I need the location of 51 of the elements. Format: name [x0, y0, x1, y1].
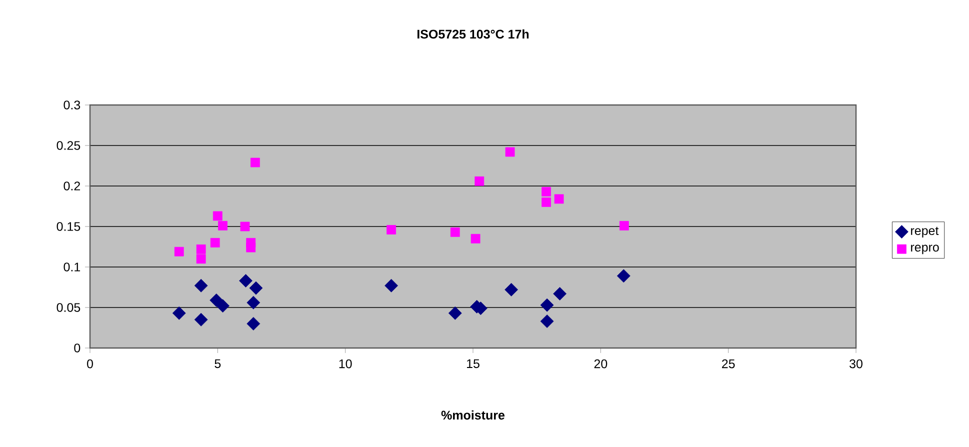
point: [239, 274, 252, 288]
legend-label: repro: [911, 244, 939, 254]
x-tick-label: 10: [339, 359, 352, 368]
point: [250, 158, 260, 168]
point: [194, 312, 208, 326]
y-tick-label: 0.05: [56, 303, 80, 312]
point: [172, 306, 186, 320]
point: [174, 246, 184, 256]
point: [540, 314, 554, 328]
point: [448, 306, 462, 320]
point: [246, 242, 256, 252]
point: [616, 269, 630, 283]
point: [450, 227, 460, 237]
x-axis-title: %moisture: [441, 410, 505, 420]
point: [386, 225, 396, 234]
point: [246, 316, 260, 330]
point: [504, 282, 518, 296]
point: [246, 296, 260, 310]
point: [212, 211, 222, 221]
legend-label: repet: [911, 226, 939, 238]
point: [384, 278, 398, 292]
point: [240, 222, 250, 232]
y-tick-label: 0.25: [56, 141, 80, 150]
y-tick-label: 0: [74, 344, 80, 352]
point: [470, 234, 480, 244]
point: [505, 147, 515, 157]
point: [542, 186, 551, 196]
point: [216, 299, 230, 313]
point: [542, 198, 551, 207]
point: [196, 244, 206, 254]
point: [554, 194, 564, 204]
point: [540, 298, 554, 312]
x-tick-label: 20: [594, 359, 608, 368]
point: [474, 176, 484, 186]
point: [249, 281, 263, 295]
chart-title: ISO5725 103°C 17h: [417, 29, 529, 39]
point: [194, 278, 208, 292]
point: [210, 238, 220, 248]
y-tick-label: 0.3: [64, 100, 80, 110]
x-tick-label: 30: [850, 359, 862, 368]
y-tick-label: 0.15: [56, 222, 80, 231]
x-tick-label: 25: [722, 359, 735, 368]
y-tick-label: 0.2: [64, 182, 80, 190]
point: [553, 287, 567, 300]
point: [619, 220, 629, 230]
x-tick-label: 0: [87, 359, 93, 368]
y-tick-label: 0.1: [64, 262, 80, 272]
point: [218, 220, 228, 230]
x-tick-label: 15: [467, 359, 480, 368]
x-tick-label: 5: [214, 359, 221, 368]
point: [196, 254, 206, 264]
